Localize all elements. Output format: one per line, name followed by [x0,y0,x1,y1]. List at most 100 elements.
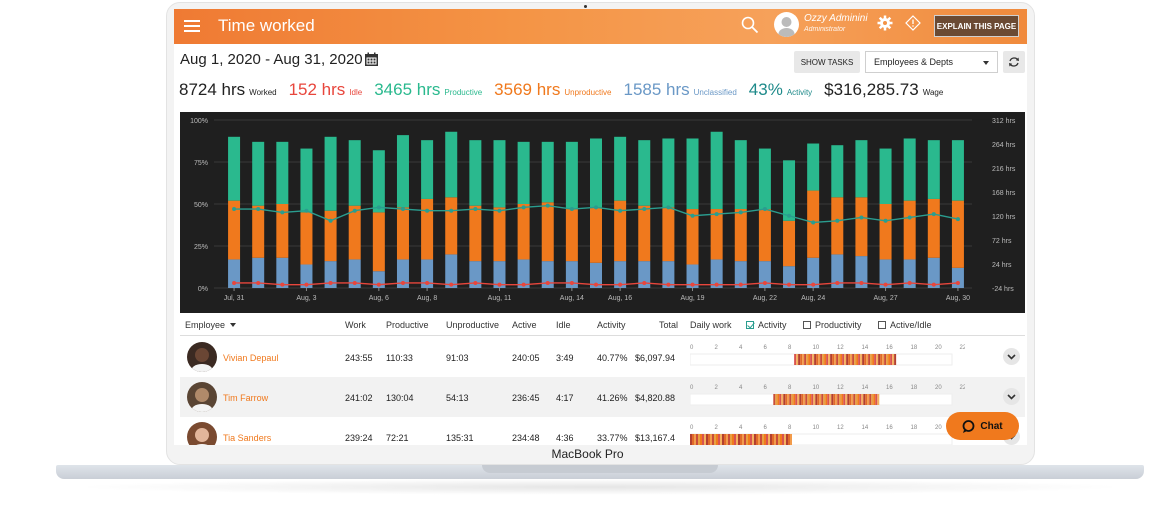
date-range[interactable]: Aug 1, 2020 - Aug 31, 2020 [180,51,363,68]
cell-total: $6,097.94 [635,353,676,363]
calendar-icon[interactable] [364,52,379,67]
alert-icon[interactable] [905,15,921,31]
employee-name-link[interactable]: Tim Farrow [223,393,269,403]
timeline-segment [706,434,708,445]
point-idle [690,282,695,287]
timeline-segment [788,434,790,445]
timeline-segment [827,394,830,405]
bar-productive [831,145,844,198]
hour-tick-label: 18 [911,385,918,391]
bar-unclassified [565,261,578,288]
point-idle [569,280,574,285]
checkbox[interactable] [803,321,811,329]
hour-tick-label: 8 [788,345,792,351]
point-activity [376,205,381,210]
bar-productive [951,140,964,201]
hour-tick-label: 4 [739,385,743,391]
checkbox[interactable] [746,321,754,329]
search-icon[interactable] [741,16,759,34]
column-header-daily-work[interactable]: Daily work [690,320,732,330]
timeline-segment [861,394,864,405]
timeline-segment [819,394,822,405]
hour-tick-label: 10 [813,385,820,391]
timeline-segment [779,394,782,405]
group-select-value: Employees & Depts [874,57,954,67]
column-header-unproductive[interactable]: Unproductive [446,320,499,330]
hamburger-menu-icon[interactable] [184,18,200,34]
point-idle [328,280,333,285]
bar-unproductive [831,197,844,255]
point-idle [787,282,792,287]
hour-tick-label: 6 [764,345,768,351]
user-avatar[interactable] [774,12,799,37]
checkbox[interactable] [878,321,886,329]
table-row[interactable]: Tim Farrow 241:02 130:04 54:13 236:45 4:17 41.… [180,377,1025,417]
timeline-segment [803,394,806,405]
timeline-segment [746,434,748,445]
timeline-segment [824,354,827,365]
timeline-segment [791,394,794,405]
toggle-productivity[interactable]: Productivity [803,320,862,330]
expand-row-button[interactable] [1003,348,1020,365]
timeline-segment [859,394,862,405]
chevron-down-icon [1007,394,1016,400]
table-row[interactable]: Vivian Depaul 243:55 110:33 91:03 240:05 3:49… [180,337,1025,377]
user-name[interactable]: Ozzy Adminini [804,13,868,24]
point-activity [762,207,767,212]
timeline-segment [775,394,778,405]
hour-tick-label: 14 [862,425,869,431]
bar-productive [276,141,289,204]
bar-productive [638,140,651,206]
timeline-segment [847,394,850,405]
bar-productive [614,136,627,201]
timeline-segment [795,394,798,405]
timeline-track [690,433,953,445]
bar-productive [517,141,530,204]
chat-button[interactable]: Chat [946,412,1019,440]
timeline-segment [764,434,766,445]
cell-total: $4,820.88 [635,393,676,403]
cell-unproductive: 91:03 [446,353,469,363]
column-header-productive[interactable]: Productive [386,320,429,330]
column-header-label: Idle [556,320,571,330]
column-header-activity[interactable]: Activity [597,320,626,330]
show-tasks-button[interactable]: SHOW TASKS [794,51,860,73]
hour-tick-label: 10 [813,345,820,351]
employee-name-link[interactable]: Tia Sanders [223,433,272,443]
employee-name-link[interactable]: Vivian Depaul [223,353,279,363]
expand-row-button[interactable] [1003,388,1020,405]
timeline-segment [864,354,867,365]
point-activity [787,213,792,218]
group-select[interactable]: Employees & Depts [865,51,998,73]
timeline-segment [846,354,849,365]
toggle-active-idle[interactable]: Active/Idle [878,320,932,330]
point-activity [618,208,623,213]
left-axis-tick: 0% [198,286,208,293]
timeline-segment [818,354,821,365]
column-header-work[interactable]: Work [345,320,366,330]
refresh-button[interactable] [1003,51,1025,73]
bar-unclassified [541,261,554,288]
explain-page-button[interactable]: EXPLAIN THIS PAGE [934,15,1019,37]
cell-active: 236:45 [512,393,540,403]
point-activity [907,215,912,220]
bar-unclassified [590,262,602,288]
timeline-segment [783,394,786,405]
column-header-total[interactable]: Total [659,320,678,330]
gear-icon[interactable] [877,15,893,31]
column-header-employee[interactable]: Employee [185,320,237,330]
point-activity [666,205,671,210]
timeline-segment [841,394,844,405]
table-row[interactable]: Tia Sanders 239:24 72:21 135:31 234:48 4:36 33… [180,417,1025,445]
point-activity [811,220,816,225]
timeline-segment [730,434,732,445]
hour-tick-label: 16 [886,385,893,391]
column-header-active[interactable]: Active [512,320,537,330]
bar-unproductive [541,202,554,262]
timeline-segment [736,434,738,445]
toggle-activity[interactable]: Activity [746,320,787,330]
timeline-segment [740,434,742,445]
column-header-idle[interactable]: Idle [556,320,571,330]
